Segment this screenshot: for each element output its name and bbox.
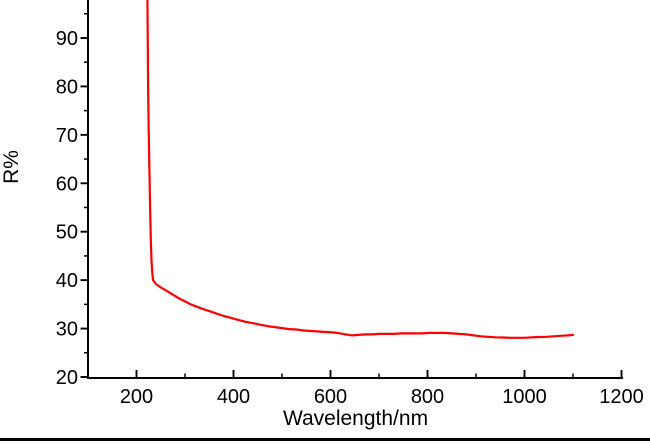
y-tick-label: 60 <box>56 173 78 195</box>
y-tick-label: 70 <box>56 125 78 147</box>
series-line-reflectance-spectrum <box>146 0 575 339</box>
y-tick-label: 40 <box>56 270 78 292</box>
x-tick-label: 800 <box>411 386 444 408</box>
y-tick-label: 30 <box>56 319 78 341</box>
x-tick-label: 600 <box>314 386 347 408</box>
y-tick-label: 50 <box>56 222 78 244</box>
x-tick-label: 200 <box>120 386 153 408</box>
y-tick-label: 80 <box>56 76 78 98</box>
x-axis-title: Wavelength/nm <box>282 407 429 430</box>
y-tick-label: 90 <box>56 28 78 50</box>
x-tick-label: 400 <box>217 386 250 408</box>
x-tick-label: 1200 <box>599 386 644 408</box>
bottom-rule-divider <box>0 438 650 441</box>
x-tick-label: 1000 <box>502 386 547 408</box>
y-tick-label: 20 <box>56 367 78 389</box>
y-axis-title: R% <box>0 150 23 184</box>
